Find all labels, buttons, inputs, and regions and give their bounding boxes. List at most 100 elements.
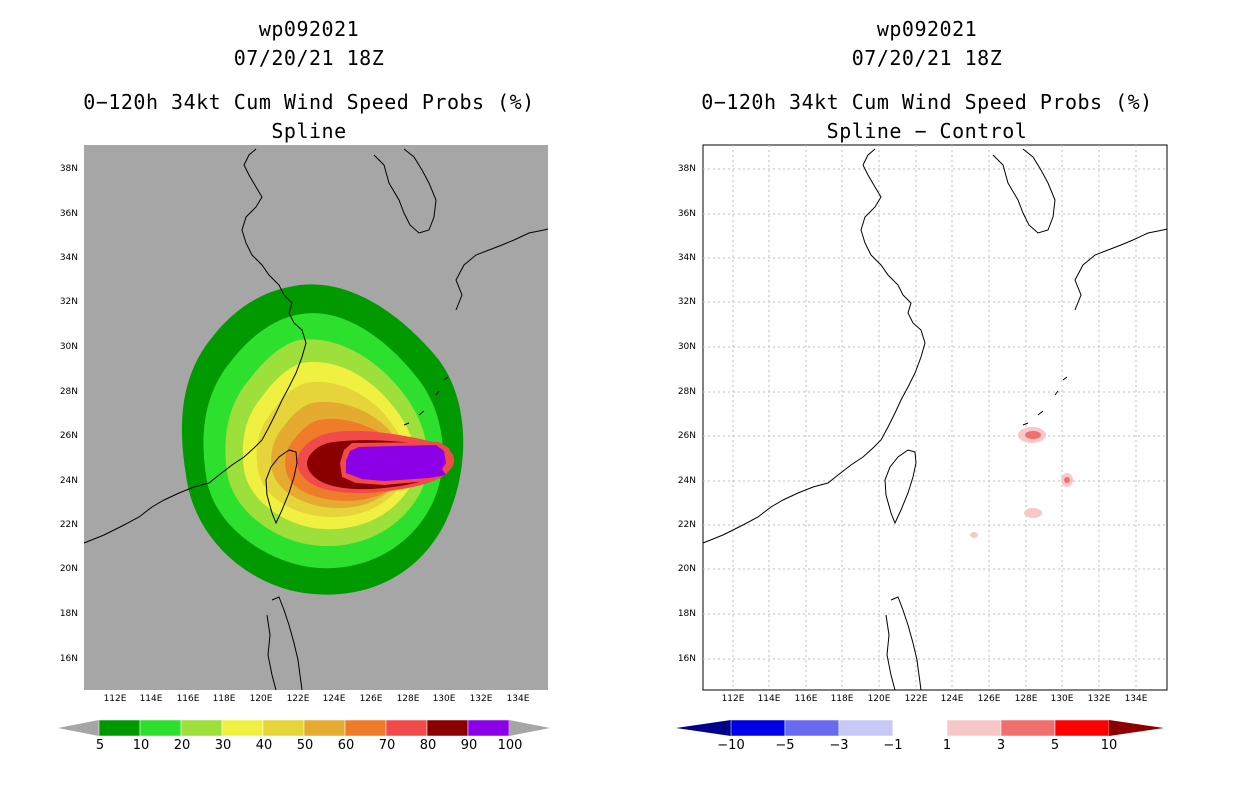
- lat-label: 16N: [677, 654, 696, 664]
- colorbar-end-left: [58, 720, 99, 736]
- lon-label: 122E: [286, 694, 310, 704]
- difference-blobs: [970, 427, 1073, 538]
- colorbar: [58, 719, 550, 737]
- lon-label: 126E: [977, 694, 1001, 704]
- chart-title: 0−120h 34kt Cum Wind Speed Probs (%): [83, 90, 535, 114]
- lon-label: 124E: [322, 694, 346, 704]
- colorbar-label: 100: [497, 738, 523, 753]
- ryukyu-islands: [403, 376, 449, 426]
- contour-100: [346, 445, 446, 481]
- lon-label: 122E: [904, 694, 928, 704]
- probability-map: [83, 145, 549, 691]
- colorbar-segment: [784, 719, 840, 737]
- colorbar-segment: [946, 719, 1002, 737]
- lon-label: 130E: [1050, 694, 1074, 704]
- lon-label: 130E: [432, 694, 456, 704]
- diff-blob: [1025, 431, 1041, 439]
- lat-label: 34N: [59, 253, 78, 263]
- diff-blob: [1064, 477, 1070, 483]
- lat-label: 18N: [59, 609, 78, 619]
- lon-label: 112E: [103, 694, 127, 704]
- colorbar-segment: [730, 719, 786, 737]
- philippines-outline: [885, 596, 922, 691]
- lat-label: 26N: [677, 431, 696, 441]
- colorbar-label: 10: [1100, 738, 1118, 753]
- lon-label: 132E: [469, 694, 493, 704]
- lon-label: 120E: [249, 694, 273, 704]
- map-svg: [702, 144, 1168, 691]
- colorbar-label: 80: [419, 738, 437, 753]
- taiwan-outline: [884, 449, 917, 525]
- lon-label: 132E: [1087, 694, 1111, 704]
- colorbar-segment: [262, 719, 305, 737]
- colorbar-label: 30: [214, 738, 232, 753]
- chart-subtitle: Spline − Control: [826, 119, 1028, 143]
- lon-label: 134E: [1124, 694, 1148, 704]
- colorbar-segment: [1054, 719, 1110, 737]
- japan-outline: [1074, 228, 1168, 311]
- colorbar-label: 40: [255, 738, 273, 753]
- colorbar-label: 60: [337, 738, 355, 753]
- lat-label: 22N: [59, 520, 78, 530]
- lon-label: 114E: [757, 694, 781, 704]
- colorbar-label: 1: [942, 738, 952, 753]
- lon-label: 112E: [721, 694, 745, 704]
- colorbar-label: −3: [829, 738, 849, 753]
- colorbar-segment: [1000, 719, 1056, 737]
- colorbar-label: −1: [883, 738, 903, 753]
- colorbar-label: 50: [296, 738, 314, 753]
- right-panel: wp092021 07/20/21 18Z 0−120h 34kt Cum Wi…: [618, 0, 1236, 800]
- colorbar-label: 20: [173, 738, 191, 753]
- lat-label: 38N: [677, 164, 696, 174]
- lat-label: 24N: [59, 476, 78, 486]
- coastlines: [702, 148, 1168, 691]
- datetime: 07/20/21 18Z: [233, 46, 385, 70]
- chart-subtitle: Spline: [271, 119, 347, 143]
- colorbar-segment: [98, 719, 141, 737]
- datetime: 07/20/21 18Z: [851, 46, 1003, 70]
- lon-label: 126E: [359, 694, 383, 704]
- colorbar: [676, 719, 1164, 737]
- lat-label: 16N: [59, 654, 78, 664]
- map-svg: [83, 145, 549, 691]
- ryukyu-islands: [1022, 376, 1068, 426]
- lat-label: 28N: [59, 387, 78, 397]
- lat-label: 26N: [59, 431, 78, 441]
- lon-label: 118E: [830, 694, 854, 704]
- colorbar-segment: [838, 719, 894, 737]
- lon-label: 128E: [1014, 694, 1038, 704]
- lat-label: 34N: [677, 253, 696, 263]
- lat-label: 30N: [677, 342, 696, 352]
- lon-label: 116E: [176, 694, 200, 704]
- diff-blob: [970, 532, 978, 538]
- colorbar-segment: [426, 719, 469, 737]
- diff-blob: [1024, 508, 1042, 518]
- left-panel: wp092021 07/20/21 18Z 0−120h 34kt Cum Wi…: [58, 17, 550, 753]
- lat-label: 36N: [677, 209, 696, 219]
- storm-id: wp092021: [258, 17, 360, 41]
- grid-lines: [703, 145, 1167, 690]
- colorbar-label: −5: [775, 738, 795, 753]
- lat-label: 28N: [677, 387, 696, 397]
- china-coast: [702, 148, 926, 544]
- lon-label: 116E: [794, 694, 818, 704]
- colorbar-segment: [180, 719, 223, 737]
- chart-title: 0−120h 34kt Cum Wind Speed Probs (%): [701, 90, 1153, 114]
- taiwan-outline: [265, 449, 298, 525]
- lon-label: 118E: [212, 694, 236, 704]
- colorbar-label: 90: [460, 738, 478, 753]
- lat-label: 22N: [677, 520, 696, 530]
- lon-label: 128E: [396, 694, 420, 704]
- colorbar-label: 70: [378, 738, 396, 753]
- colorbar-label: −10: [717, 738, 745, 753]
- lat-label: 32N: [59, 297, 78, 307]
- lat-label: 36N: [59, 209, 78, 219]
- lon-label: 124E: [940, 694, 964, 704]
- lat-label: 20N: [677, 564, 696, 574]
- colorbar-end-right: [1109, 720, 1164, 736]
- storm-id: wp092021: [876, 17, 978, 41]
- colorbar-end-right: [509, 720, 550, 736]
- lat-label: 20N: [59, 564, 78, 574]
- lon-label: 120E: [867, 694, 891, 704]
- lat-label: 24N: [677, 476, 696, 486]
